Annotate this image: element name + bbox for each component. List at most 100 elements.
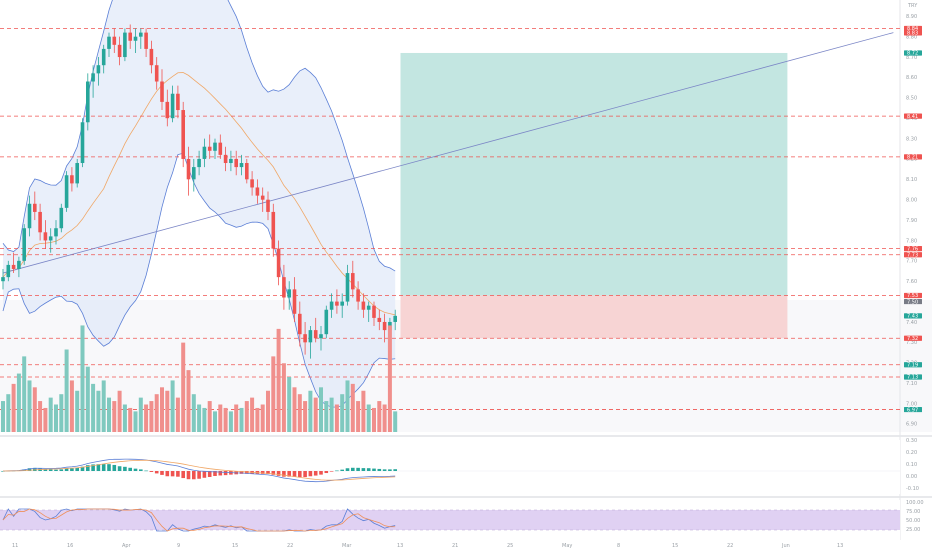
price-badge-label: 7.76 (907, 246, 918, 252)
candle[interactable] (186, 146, 191, 196)
candle[interactable] (197, 150, 201, 176)
candle-body (351, 273, 355, 290)
candle[interactable] (38, 203, 42, 241)
candle-body (319, 334, 323, 339)
candle[interactable] (345, 264, 350, 306)
volume-bar (43, 407, 48, 432)
candle[interactable] (308, 326, 313, 359)
candle[interactable] (282, 264, 286, 310)
candle[interactable] (176, 85, 180, 119)
candle[interactable] (6, 260, 11, 282)
candle[interactable] (382, 313, 387, 343)
time-axis[interactable]: 11 16 Apr 9 15 22 Mar 13 21 25 May 8 15 22 Jun 13 (12, 543, 843, 549)
candle[interactable] (372, 301, 376, 327)
position-target-zone[interactable] (400, 52, 788, 296)
candle[interactable] (80, 118, 85, 168)
candle[interactable] (170, 85, 175, 123)
candle[interactable] (229, 150, 233, 172)
candle[interactable] (33, 191, 37, 221)
candle[interactable] (234, 150, 238, 176)
candle[interactable] (239, 154, 244, 176)
candle[interactable] (86, 73, 90, 131)
candle[interactable] (54, 220, 58, 245)
candle[interactable] (202, 138, 207, 168)
candle[interactable] (160, 69, 164, 111)
bollinger-fill (3, 0, 396, 408)
candle[interactable] (112, 28, 117, 53)
candle-body (96, 65, 101, 74)
candle[interactable] (366, 301, 371, 322)
candle[interactable] (144, 28, 148, 58)
stochastic-pane[interactable] (0, 500, 900, 540)
candle[interactable] (255, 179, 260, 204)
candle[interactable] (223, 146, 228, 172)
macd-pane[interactable] (0, 440, 900, 494)
candle[interactable] (298, 301, 302, 347)
candle[interactable] (139, 28, 143, 49)
candle[interactable] (128, 24, 132, 49)
candle[interactable] (340, 293, 344, 318)
candle[interactable] (351, 260, 355, 298)
candle[interactable] (75, 158, 79, 188)
candle[interactable] (181, 101, 185, 168)
candle[interactable] (319, 326, 323, 351)
candle[interactable] (335, 289, 339, 314)
candle[interactable] (1, 268, 5, 290)
volume-bar (303, 401, 308, 432)
candle[interactable] (133, 28, 138, 53)
candle[interactable] (266, 191, 270, 221)
candle[interactable] (117, 36, 122, 66)
candle[interactable] (91, 65, 95, 98)
candle[interactable] (59, 203, 64, 233)
candle[interactable] (22, 224, 26, 265)
candle[interactable] (356, 281, 360, 310)
candle[interactable] (287, 281, 291, 310)
stoch-tick-label: 50.00 (906, 518, 920, 524)
macd-histogram-bar (260, 471, 265, 474)
candle[interactable] (377, 309, 382, 331)
candle[interactable] (48, 228, 53, 253)
candle[interactable] (107, 32, 111, 58)
candle[interactable] (271, 203, 276, 257)
volume-bar (382, 404, 387, 432)
candle[interactable] (11, 252, 16, 274)
candle[interactable] (70, 167, 74, 192)
candle[interactable] (123, 28, 127, 62)
candle-body (75, 163, 79, 184)
candle[interactable] (43, 220, 48, 249)
candle[interactable] (27, 195, 32, 237)
macd-histogram-bar (340, 469, 344, 471)
candle[interactable] (250, 171, 254, 196)
candle[interactable] (260, 187, 265, 212)
candle[interactable] (324, 305, 329, 339)
candle[interactable] (149, 40, 154, 74)
candle[interactable] (17, 256, 21, 278)
candle[interactable] (313, 317, 318, 343)
candle-body (282, 277, 286, 298)
candle[interactable] (213, 138, 217, 159)
price-axis[interactable]: TRY 8.90 8.80 8.70 8.60 8.50 8.40 8.30 8.20 8.10 8… (904, 3, 924, 533)
candle[interactable] (207, 134, 212, 159)
candle[interactable] (154, 57, 159, 90)
price-badge-label: 7.19 (907, 362, 918, 368)
candle[interactable] (276, 240, 281, 286)
candle[interactable] (96, 57, 101, 86)
candle[interactable] (292, 277, 297, 322)
candle[interactable] (64, 171, 69, 212)
candle[interactable] (393, 309, 397, 331)
trendline[interactable] (2, 32, 894, 274)
candle[interactable] (303, 321, 307, 355)
candle-body (170, 93, 175, 119)
candle[interactable] (218, 134, 223, 159)
candle[interactable] (101, 44, 106, 74)
candle[interactable] (165, 89, 170, 127)
candle[interactable] (361, 293, 366, 318)
candle[interactable] (192, 158, 196, 192)
candle[interactable] (329, 293, 334, 318)
candle[interactable] (245, 158, 249, 184)
volume-bar (38, 401, 43, 432)
position-stop-zone[interactable] (400, 295, 788, 339)
